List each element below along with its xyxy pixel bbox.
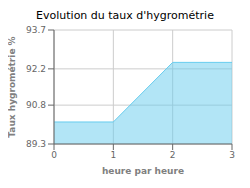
svg-text:1: 1 xyxy=(110,150,116,160)
html-text:Evolution du taux d'hygrométri: Evolution du taux d'hygrométrie xyxy=(36,9,214,22)
svg-text:0: 0 xyxy=(51,150,57,160)
svg-text:93.7: 93.7 xyxy=(26,25,46,35)
svg-text:90.8: 90.8 xyxy=(26,100,46,110)
svg-text:Taux hygrométrie %: Taux hygrométrie % xyxy=(8,36,17,137)
svg-text:3: 3 xyxy=(229,150,235,160)
svg-text:heure par heure: heure par heure xyxy=(102,166,184,176)
svg-text:89.3: 89.3 xyxy=(26,139,46,149)
svg-text:92.2: 92.2 xyxy=(26,64,46,74)
svg-text:2: 2 xyxy=(170,150,176,160)
